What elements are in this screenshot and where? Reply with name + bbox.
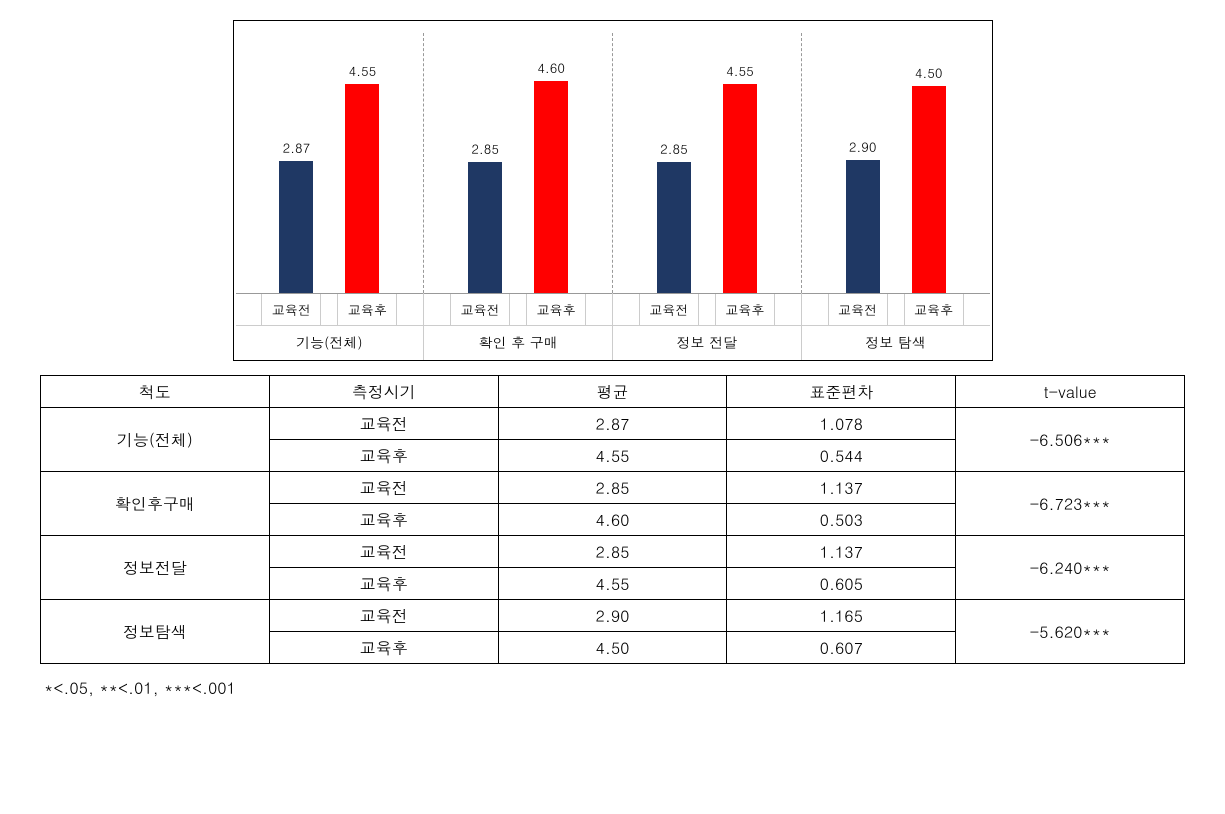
bar-rect [345,84,379,293]
cell-tvalue: -5.620*** [956,600,1185,664]
cell-tvalue: -6.506*** [956,408,1185,472]
table-header-cell: 척도 [41,376,270,408]
axis-before-label: 교육전 [639,294,699,325]
cell-time: 교육후 [269,504,498,536]
cell-time: 교육전 [269,536,498,568]
cell-time: 교육전 [269,408,498,440]
axis-pair: 교육전 교육후 [802,293,990,325]
axis-pair: 교육전 교육후 [613,293,801,325]
significance-footnote: *<.05, **<.01, ***<.001 [40,664,1185,699]
cell-mean: 4.55 [498,568,727,600]
bar-rect [657,162,691,293]
bar-after: 4.55 [723,33,757,293]
cell-scale: 정보전달 [41,536,270,600]
bar-value-label: 2.90 [849,137,877,156]
cell-tvalue: -6.240*** [956,536,1185,600]
table-header-cell: 표준편차 [727,376,956,408]
bar-before: 2.85 [468,33,502,293]
table-row: 정보탐색교육전2.901.165-5.620*** [41,600,1185,632]
bar-rect [912,86,946,293]
bar-after: 4.55 [345,33,379,293]
axis-pair: 교육전 교육후 [424,293,612,325]
bar-value-label: 2.85 [471,139,499,158]
bar-after: 4.60 [534,33,568,293]
axis-category-label: 정보 탐색 [802,325,990,360]
cell-sd: 0.605 [727,568,956,600]
bar-value-label: 4.50 [915,63,943,82]
cell-scale: 확인후구매 [41,472,270,536]
bar-before: 2.85 [657,33,691,293]
table-header-cell: 측정시기 [269,376,498,408]
cell-time: 교육전 [269,472,498,504]
cell-sd: 0.503 [727,504,956,536]
bar-rect [279,161,313,293]
bar-rect [468,162,502,293]
axis-category-label: 확인 후 구매 [424,325,612,360]
cell-tvalue: -6.723*** [956,472,1185,536]
bar-rect [534,81,568,293]
cell-sd: 1.137 [727,472,956,504]
axis-after-label: 교육후 [904,294,964,325]
cell-mean: 4.55 [498,440,727,472]
chart-group: 2.85 4.55 [612,33,801,293]
table-row: 확인후구매교육전2.851.137-6.723*** [41,472,1185,504]
table-header-cell: 평균 [498,376,727,408]
cell-sd: 0.607 [727,632,956,664]
bar-rect [846,160,880,293]
axis-pair: 교육전 교육후 [236,293,424,325]
axis-after-label: 교육후 [526,294,586,325]
cell-sd: 1.137 [727,536,956,568]
bar-value-label: 2.87 [283,138,311,157]
bar-value-label: 4.55 [349,61,377,80]
chart-plot-area: 2.87 4.55 2.85 4.60 2.85 4.55 2.90 4.50 [236,33,990,293]
bar-after: 4.50 [912,33,946,293]
table-row: 정보전달교육전2.851.137-6.240*** [41,536,1185,568]
cell-mean: 4.50 [498,632,727,664]
cell-mean: 4.60 [498,504,727,536]
chart-group: 2.90 4.50 [801,33,990,293]
bar-chart: 2.874.552.854.602.854.552.904.50 교육전교육후교… [233,20,993,361]
axis-after-label: 교육후 [337,294,397,325]
chart-group: 2.85 4.60 [423,33,612,293]
axis-after-label: 교육후 [715,294,775,325]
bar-value-label: 4.60 [537,58,565,77]
cell-mean: 2.90 [498,600,727,632]
cell-sd: 1.078 [727,408,956,440]
cell-mean: 2.85 [498,472,727,504]
table-row: 기능(전체)교육전2.871.078-6.506*** [41,408,1185,440]
cell-time: 교육후 [269,568,498,600]
table-header-cell: t-value [956,376,1185,408]
cell-sd: 0.544 [727,440,956,472]
bar-value-label: 2.85 [660,139,688,158]
cell-time: 교육후 [269,440,498,472]
axis-before-label: 교육전 [828,294,888,325]
cell-sd: 1.165 [727,600,956,632]
cell-scale: 정보탐색 [41,600,270,664]
axis-before-label: 교육전 [450,294,510,325]
bar-before: 2.87 [279,33,313,293]
stats-table: 척도측정시기평균표준편차t-value 기능(전체)교육전2.871.078-6… [40,375,1185,664]
axis-category-label: 정보 전달 [613,325,801,360]
axis-category-label: 기능(전체) [236,325,424,360]
bar-before: 2.90 [846,33,880,293]
cell-mean: 2.87 [498,408,727,440]
chart-group: 2.87 4.55 [236,33,424,293]
axis-before-label: 교육전 [261,294,321,325]
bar-rect [723,84,757,293]
cell-scale: 기능(전체) [41,408,270,472]
cell-time: 교육후 [269,632,498,664]
cell-time: 교육전 [269,600,498,632]
cell-mean: 2.85 [498,536,727,568]
bar-value-label: 4.55 [726,61,754,80]
